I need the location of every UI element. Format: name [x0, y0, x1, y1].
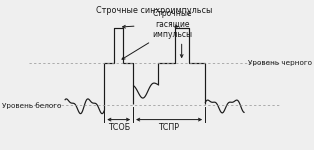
- Text: Уровень белого: Уровень белого: [2, 102, 61, 109]
- Text: Уровень черного: Уровень черного: [248, 60, 312, 66]
- Text: Строчные синхроимпульсы: Строчные синхроимпульсы: [96, 6, 213, 15]
- Text: TСОБ: TСОБ: [108, 123, 130, 132]
- Text: TСПР: TСПР: [159, 123, 180, 132]
- Text: Строчные
гасящие
импульсы: Строчные гасящие импульсы: [153, 9, 193, 39]
